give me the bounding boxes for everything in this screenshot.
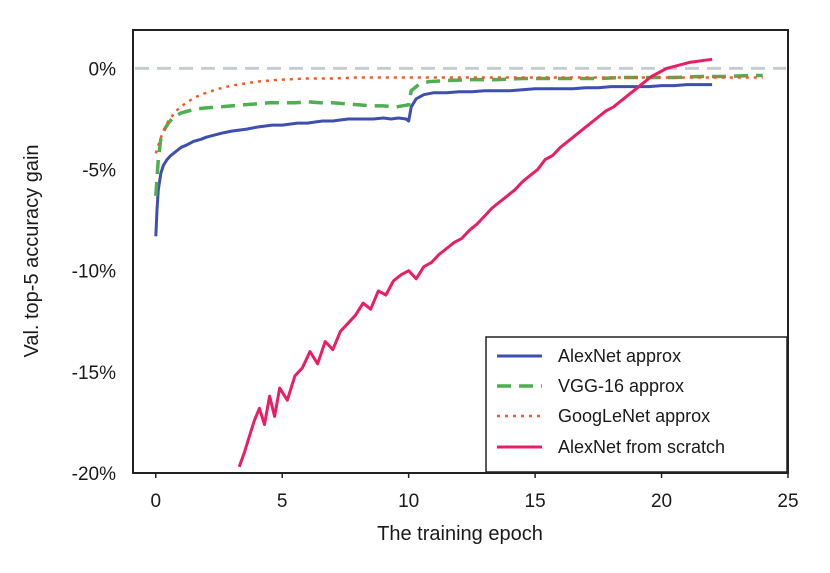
y-axis-label: Val. top-5 accuracy gain: [21, 144, 43, 357]
y-tick-label: -15%: [72, 363, 116, 384]
legend-box: [485, 336, 788, 473]
legend: AlexNet approx VGG-16 approx GoogLeNet a…: [485, 336, 788, 473]
y-tick-label: 0%: [89, 59, 117, 80]
x-tick-label: 20: [651, 491, 672, 512]
series-line-alexnet-scratch: [237, 57, 713, 468]
x-axis-label: The training epoch: [377, 523, 543, 545]
x-ticks: 0 5 10 15 20 25: [150, 473, 799, 512]
legend-label-alexnet-approx: AlexNet approx: [558, 346, 681, 366]
y-tick-label: -20%: [72, 464, 116, 485]
y-tick-label: -5%: [82, 161, 116, 182]
x-tick-label: 25: [777, 491, 798, 512]
x-tick-label: 10: [398, 491, 419, 512]
legend-label-alexnet-scratch: AlexNet from scratch: [558, 437, 725, 457]
legend-label-vgg16-approx: VGG-16 approx: [558, 376, 684, 396]
y-tick-label: -10%: [72, 262, 116, 283]
series-line-googlenet-approx: [154, 76, 763, 154]
x-tick-label: 0: [150, 491, 161, 512]
x-tick-label: 15: [525, 491, 546, 512]
x-tick-label: 5: [277, 491, 288, 512]
y-ticks: 0% -5% -10% -15% -20%: [72, 59, 116, 485]
legend-label-googlenet-approx: GoogLeNet approx: [558, 406, 710, 426]
series-line-alexnet-approx: [154, 83, 713, 237]
series-line-vgg16-approx: [154, 73, 763, 197]
plot-frame: [132, 29, 789, 474]
